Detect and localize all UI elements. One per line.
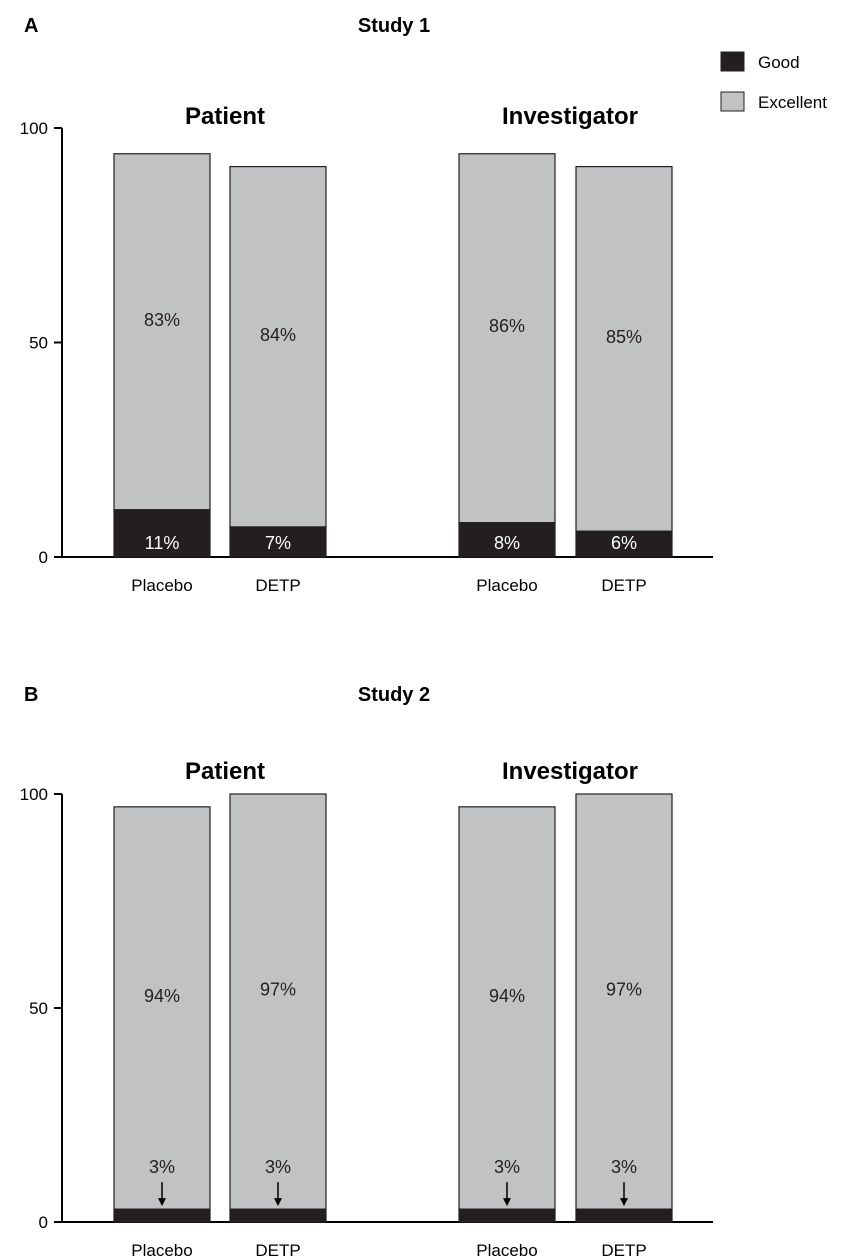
data-label-excellent: 94% [489, 986, 525, 1006]
data-label-good: 3% [494, 1157, 520, 1177]
bar-good [575, 1208, 673, 1223]
panel-letter-b: B [24, 684, 38, 706]
arrow-down-icon [503, 1198, 511, 1207]
group-title-investigator-a: Investigator [502, 103, 638, 130]
group-title-patient-a: Patient [185, 103, 265, 130]
y-tick-label: 100 [20, 119, 48, 138]
data-label-excellent: 94% [144, 986, 180, 1006]
study-title-2: Study 2 [358, 684, 430, 706]
bar-good [229, 1208, 327, 1223]
arrow-down-icon [158, 1198, 166, 1207]
arrow-down-icon [620, 1198, 628, 1207]
data-label-excellent: 86% [489, 316, 525, 336]
bar-excellent [458, 153, 556, 524]
legend-label-excellent: Excellent [758, 93, 827, 112]
plot-study-2: 0 50 100 94% 3% Placebo 97% 3% DETP 94% 3% Placebo 9… [20, 785, 713, 1259]
data-label-good: 11% [145, 533, 180, 553]
group-title-patient-b: Patient [185, 758, 265, 785]
arrow-down-icon [274, 1198, 282, 1207]
data-label-good: 3% [611, 1157, 637, 1177]
data-label-good: 7% [265, 533, 291, 553]
data-label-good: 3% [265, 1157, 291, 1177]
data-label-excellent: 85% [606, 327, 642, 347]
bar-excellent [575, 166, 673, 532]
bar-excellent [113, 806, 211, 1210]
y-tick-label: 50 [29, 334, 48, 353]
x-category-label: DETP [255, 1241, 300, 1259]
data-label-excellent: 97% [260, 980, 296, 1000]
bar-good [113, 509, 211, 558]
x-category-label: Placebo [131, 1241, 192, 1259]
group-title-investigator-b: Investigator [502, 758, 638, 785]
legend-swatch-excellent [720, 91, 745, 112]
x-category-label: Placebo [476, 576, 537, 595]
study-title-1: Study 1 [358, 15, 430, 37]
bar-good [229, 526, 327, 558]
data-label-excellent: 97% [606, 980, 642, 1000]
legend-swatch-good [720, 51, 745, 72]
bar-good [575, 530, 673, 558]
bar-excellent [113, 153, 211, 511]
y-tick-label: 100 [20, 785, 48, 804]
data-label-good: 8% [494, 533, 520, 553]
bar-good [458, 1208, 556, 1223]
x-category-label: DETP [601, 576, 646, 595]
y-tick-label: 50 [29, 999, 48, 1018]
panel-letter-a: A [24, 15, 38, 37]
x-category-label: Placebo [131, 576, 192, 595]
legend: Good Excellent [720, 51, 827, 112]
bar-excellent [229, 793, 327, 1210]
plot-study-1: 0 50 100 83% 11% Placebo 84% 7% DETP 86% 8% Placebo… [20, 119, 713, 595]
bar-good [113, 1208, 211, 1223]
x-category-label: Placebo [476, 1241, 537, 1259]
y-tick-label: 0 [39, 1213, 48, 1232]
data-label-good: 3% [149, 1157, 175, 1177]
bar-good [458, 522, 556, 558]
bar-excellent [229, 166, 327, 528]
data-label-excellent: 83% [144, 310, 180, 330]
legend-label-good: Good [758, 53, 800, 72]
bar-excellent [575, 793, 673, 1210]
y-tick-label: 0 [39, 548, 48, 567]
x-category-label: DETP [601, 1241, 646, 1259]
data-label-good: 6% [611, 533, 637, 553]
data-label-excellent: 84% [260, 325, 296, 345]
x-category-label: DETP [255, 576, 300, 595]
bar-excellent [458, 806, 556, 1210]
